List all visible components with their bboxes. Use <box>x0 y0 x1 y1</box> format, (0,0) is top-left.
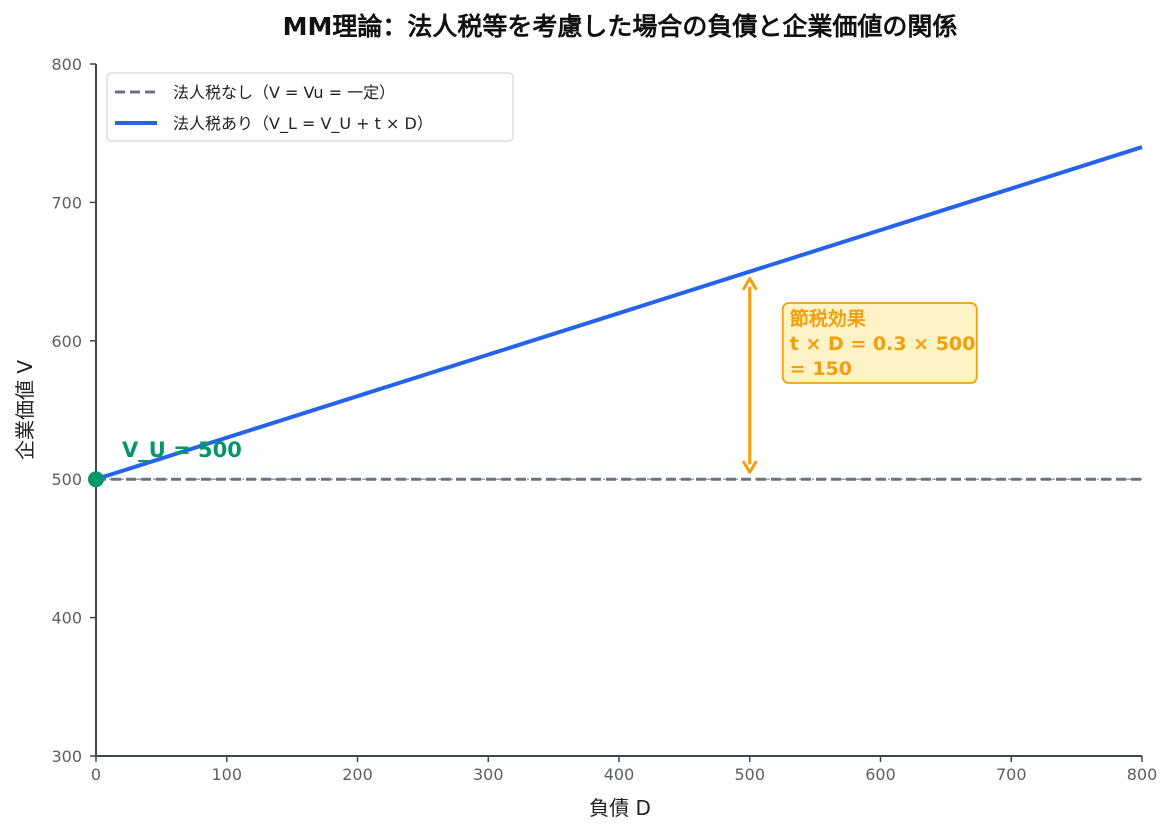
x-tick-label: 300 <box>473 765 504 784</box>
plot-area: 0 100 200 300 400 500 600 700 800 300 400 500 600 700… <box>51 55 1157 784</box>
y-tick-label: 800 <box>51 55 82 74</box>
legend-item-label: 法人税なし（V = Vu = 一定） <box>173 83 395 102</box>
x-tick-label: 400 <box>604 765 635 784</box>
vu-point <box>88 471 104 488</box>
y-tick-label: 400 <box>51 609 82 628</box>
tax-shield-annotation-text: = 150 <box>790 358 852 380</box>
x-tick-label: 100 <box>211 765 242 784</box>
x-tick-label: 600 <box>865 765 896 784</box>
series-line-with-tax <box>95 145 1143 482</box>
x-tick-label: 200 <box>342 765 373 784</box>
vu-point-label: V_U = 500 <box>122 438 242 462</box>
y-tick-label: 300 <box>51 747 82 766</box>
y-tick-label: 600 <box>51 332 82 351</box>
legend: 法人税なし（V = Vu = 一定） 法人税あり（V_L = V_U + t × … <box>106 72 514 142</box>
x-tick-label: 800 <box>1127 765 1158 784</box>
x-tick-label: 0 <box>91 765 101 784</box>
tax-shield-annotation-text: 節税効果 <box>790 307 866 330</box>
tax-shield-arrow-head-bottom <box>742 460 758 474</box>
x-axis-label: 負債 D <box>589 796 651 820</box>
x-tick-label: 700 <box>996 765 1027 784</box>
legend-box <box>106 72 514 142</box>
y-tick-label: 500 <box>51 470 82 489</box>
chart-title: MM理論：法人税等を考慮した場合の負債と企業価値の関係 <box>283 12 958 41</box>
x-tick-label: 500 <box>734 765 765 784</box>
y-axis-label: 企業価値 V <box>13 360 37 460</box>
tax-shield-arrow-head-top <box>742 277 758 291</box>
legend-item-label: 法人税あり（V_L = V_U + t × D） <box>173 114 433 134</box>
tax-shield-annotation-box <box>781 302 978 384</box>
y-tick-label: 700 <box>51 193 82 212</box>
tax-shield-annotation-text: t × D = 0.3 × 500 <box>790 333 976 355</box>
